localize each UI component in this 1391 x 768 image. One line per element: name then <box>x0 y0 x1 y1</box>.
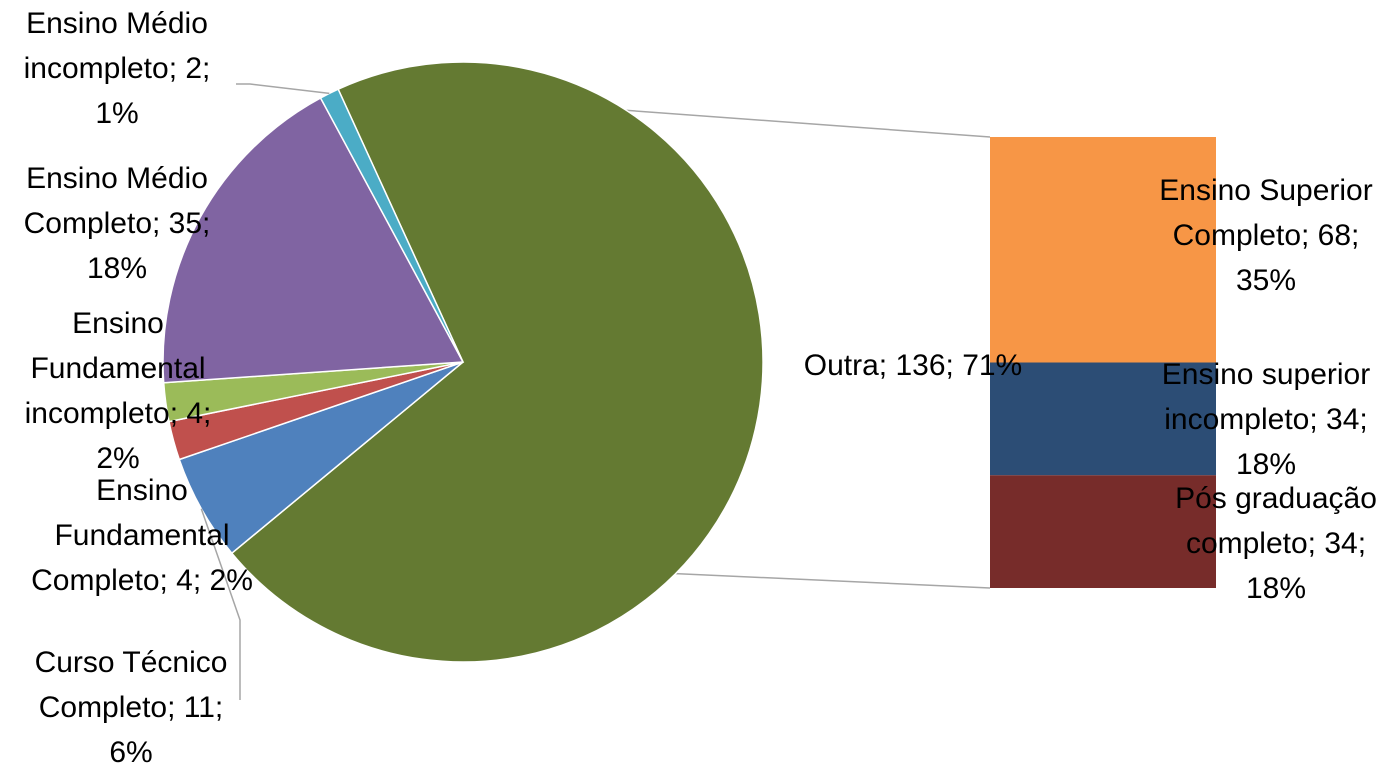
data-label-ensino-medio-5: Ensino Médio incompleto; 2; 1% <box>24 7 211 130</box>
data-label-line: Completo; 35; <box>24 207 211 240</box>
data-label-line: Ensino <box>72 307 164 340</box>
leader-lines <box>200 83 330 700</box>
data-labels: Outra; 136; 71% Curso Técnico Completo; 11… <box>24 7 1377 768</box>
data-label-line: Ensino <box>96 474 188 507</box>
pie <box>162 61 764 663</box>
data-label-line: Completo; 68; <box>1173 219 1360 252</box>
data-label-line: Fundamental <box>30 352 205 385</box>
data-label-ensino-3: Ensino Fundamental incompleto; 4; 2% <box>25 307 212 475</box>
data-label-line: Ensino Superior <box>1159 174 1372 207</box>
data-label-ensino-medio-4: Ensino Médio Completo; 35; 18% <box>24 162 211 285</box>
data-label-line: completo; 34; <box>1186 527 1366 560</box>
leader-line-ensino-medio-incompleto <box>236 83 330 95</box>
data-label-line: 35% <box>1236 264 1296 297</box>
data-label-ensino-2: Ensino Fundamental Completo; 4; 2% <box>31 474 253 597</box>
data-label-line: Ensino Médio <box>26 7 208 40</box>
data-label-line: 2% <box>96 442 139 475</box>
data-label-line: 18% <box>1236 448 1296 481</box>
leader-line-curso-tecnico <box>200 508 241 700</box>
bar-segment-ensino-superior-completo <box>990 137 1216 363</box>
data-label-line: 18% <box>87 252 147 285</box>
data-label-line: Completo; 11; <box>39 691 224 724</box>
pie-slice-ensino-medio-completo <box>162 96 465 384</box>
data-label-line: 18% <box>1246 572 1306 605</box>
data-label-line: incompleto; 2; <box>24 52 211 85</box>
data-label-line: Curso Técnico <box>35 646 228 679</box>
data-label-ensino-superior-7: Ensino superior incompleto; 34; 18% <box>1162 358 1370 481</box>
data-label-line: 1% <box>95 97 138 130</box>
data-label-ensino-superior-6: Ensino Superior Completo; 68; 35% <box>1159 174 1372 297</box>
data-label-pos-graduacao-8: Pós graduação completo; 34; 18% <box>1175 482 1377 605</box>
data-label-line: Ensino Médio <box>26 162 208 195</box>
bar-segment-ensino-superior-incompleto <box>990 362 1216 476</box>
data-label-line: incompleto; 34; <box>1164 403 1367 436</box>
data-label-line: Ensino superior <box>1162 358 1370 391</box>
data-label-curso-tecnico-1: Curso Técnico Completo; 11; 6% <box>35 646 228 768</box>
data-label-line: Fundamental <box>54 519 229 552</box>
data-label-line: Outra; 136; 71% <box>804 349 1022 382</box>
data-label-line: 6% <box>109 736 152 768</box>
data-label-outra-136-71-0: Outra; 136; 71% <box>804 349 1022 382</box>
pie-slice-ensino-medio-incompleto <box>319 88 464 363</box>
data-label-line: Pós graduação <box>1175 482 1377 515</box>
data-label-line: incompleto; 4; <box>25 397 212 430</box>
data-label-line: Completo; 4; 2% <box>31 564 253 597</box>
stacked-bar <box>990 137 1216 588</box>
pie-slice-outra <box>230 61 764 663</box>
bar-segment-pos-graduacao-completo <box>990 475 1216 588</box>
